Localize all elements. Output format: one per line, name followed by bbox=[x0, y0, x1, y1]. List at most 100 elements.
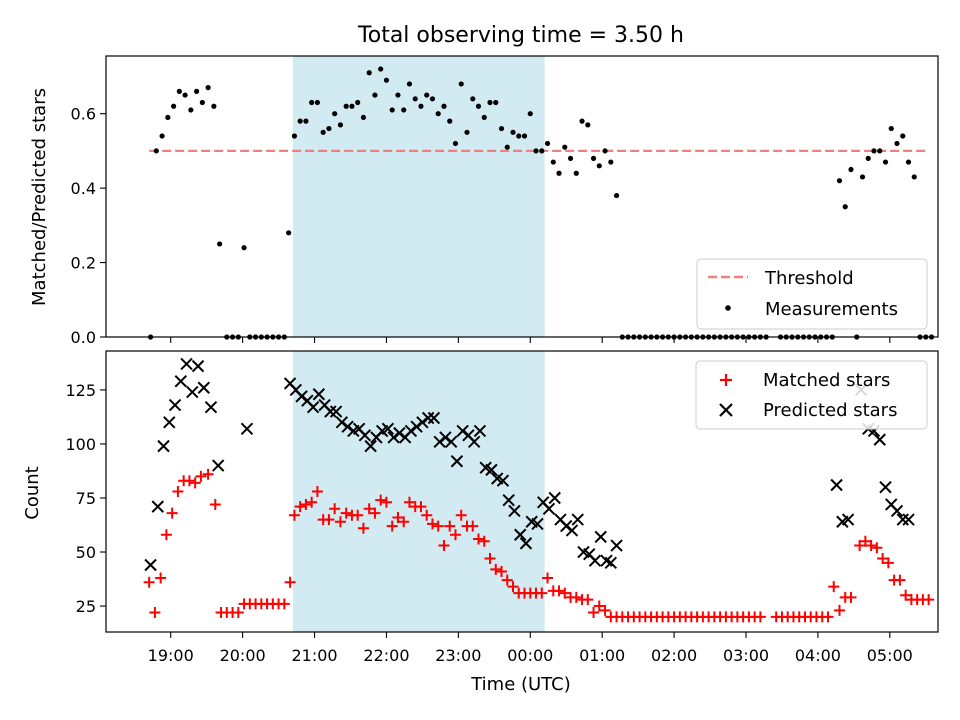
measurement-point bbox=[556, 170, 562, 176]
count-y-tick-label: 50 bbox=[76, 543, 96, 562]
predicted-star-point bbox=[240, 422, 254, 436]
count-series bbox=[143, 357, 935, 623]
predicted-star-point bbox=[496, 474, 510, 487]
matched-star-point bbox=[438, 540, 450, 552]
measurement-point bbox=[911, 174, 917, 180]
predicted-star-point bbox=[341, 420, 354, 433]
measurement-point bbox=[194, 88, 200, 94]
predicted-star-point bbox=[163, 416, 176, 429]
matched-star-point bbox=[449, 529, 461, 541]
predicted-star-point bbox=[324, 405, 337, 418]
measurement-point bbox=[291, 133, 298, 139]
measurement-point bbox=[199, 99, 205, 106]
matched-star-point bbox=[588, 607, 600, 619]
matched-star-point bbox=[329, 503, 341, 515]
measurement-point bbox=[314, 99, 321, 106]
predicted-star-point bbox=[890, 504, 904, 518]
measurement-point bbox=[211, 103, 217, 109]
matched-star-point bbox=[189, 477, 201, 489]
measurement-point bbox=[406, 81, 413, 87]
measurement-point bbox=[429, 96, 436, 102]
predicted-star-point bbox=[560, 519, 573, 533]
matched-star-point bbox=[822, 611, 834, 623]
matched-star-point bbox=[195, 470, 207, 482]
matched-star-point bbox=[599, 604, 611, 616]
measurement-point bbox=[550, 159, 556, 165]
measurement-point bbox=[170, 103, 177, 109]
predicted-star-point bbox=[157, 439, 170, 453]
count-x-axis: 19:00 20:00 21:00 22:00 23:00 00:00 01:00 02:00… bbox=[148, 632, 913, 665]
matched-star-point bbox=[386, 520, 398, 532]
matched-star-point bbox=[570, 591, 582, 603]
predicted-star-point bbox=[358, 429, 372, 442]
measurement-point bbox=[435, 111, 441, 117]
predicted-star-point bbox=[393, 426, 406, 440]
measurement-point bbox=[859, 174, 866, 180]
measurement-point bbox=[395, 92, 401, 98]
count-y-tick-label: 25 bbox=[76, 597, 96, 616]
matched-star-point bbox=[357, 522, 369, 534]
measurement-point bbox=[585, 122, 591, 128]
count-panel-frame bbox=[105, 350, 939, 633]
ratio-panel-shade bbox=[292, 56, 545, 337]
predicted-star-point bbox=[467, 435, 481, 448]
measurement-point bbox=[286, 230, 292, 236]
matched-star-point bbox=[426, 518, 438, 530]
predicted-star-point bbox=[421, 411, 435, 425]
predicted-star-point bbox=[508, 504, 521, 518]
measurement-point bbox=[176, 88, 182, 94]
measurement-point bbox=[320, 129, 326, 135]
predicted-star-point bbox=[410, 420, 423, 433]
predicted-star-point bbox=[873, 433, 886, 446]
matched-star-point bbox=[375, 494, 387, 506]
measurement-point bbox=[401, 107, 407, 113]
predicted-star-point bbox=[594, 530, 607, 544]
predicted-star-point bbox=[485, 463, 498, 477]
matched-star-point bbox=[754, 611, 766, 623]
measurement-point bbox=[579, 118, 585, 124]
measurement-point bbox=[842, 204, 848, 210]
measurement-point bbox=[894, 140, 900, 147]
predicted-star-point bbox=[427, 411, 441, 425]
ratio-y-tick-label: 0.4 bbox=[71, 179, 96, 198]
matched-star-point bbox=[871, 542, 883, 554]
matched-star-point bbox=[859, 535, 871, 547]
matched-star-point bbox=[553, 585, 565, 597]
predicted-star-point bbox=[902, 513, 915, 526]
legend-predicted-swatch bbox=[719, 403, 733, 417]
matched-star-point bbox=[352, 509, 364, 521]
matched-star-point bbox=[877, 553, 889, 565]
matched-star-point bbox=[582, 594, 594, 606]
x-tick-label: 21:00 bbox=[291, 646, 337, 665]
legend-predicted-label: Predicted stars bbox=[763, 400, 897, 421]
measurement-point bbox=[378, 66, 384, 72]
measurement-point bbox=[865, 155, 871, 161]
matched-star-point bbox=[340, 507, 352, 519]
predicted-star-point bbox=[174, 375, 187, 388]
x-tick-label: 05:00 bbox=[867, 646, 913, 665]
x-tick-label: 04:00 bbox=[795, 646, 841, 665]
measurement-point bbox=[447, 118, 453, 124]
predicted-star-point bbox=[186, 385, 199, 399]
predicted-star-point bbox=[439, 431, 452, 444]
ratio-y-label: Matched/Predicted stars bbox=[29, 88, 50, 306]
matched-star-point bbox=[536, 587, 548, 599]
matched-star-point bbox=[559, 587, 571, 599]
predicted-star-point bbox=[444, 435, 458, 448]
predicted-star-point bbox=[542, 502, 556, 515]
predicted-star-point bbox=[329, 405, 343, 418]
matched-star-point bbox=[833, 604, 845, 616]
measurement-point bbox=[418, 103, 424, 109]
count-legend: Matched stars Predicted stars bbox=[695, 360, 928, 430]
matched-star-point bbox=[369, 507, 381, 519]
predicted-star-point bbox=[211, 459, 225, 472]
predicted-star-point bbox=[450, 455, 464, 468]
measurement-point bbox=[590, 155, 597, 161]
ratio-legend: Threshold Measurements bbox=[696, 258, 928, 330]
measurement-point bbox=[182, 92, 188, 98]
measurement-point bbox=[424, 92, 430, 98]
predicted-star-point bbox=[295, 390, 308, 403]
legend-threshold-label: Threshold bbox=[764, 268, 854, 289]
predicted-star-point bbox=[168, 398, 182, 412]
measurement-point bbox=[608, 159, 614, 165]
